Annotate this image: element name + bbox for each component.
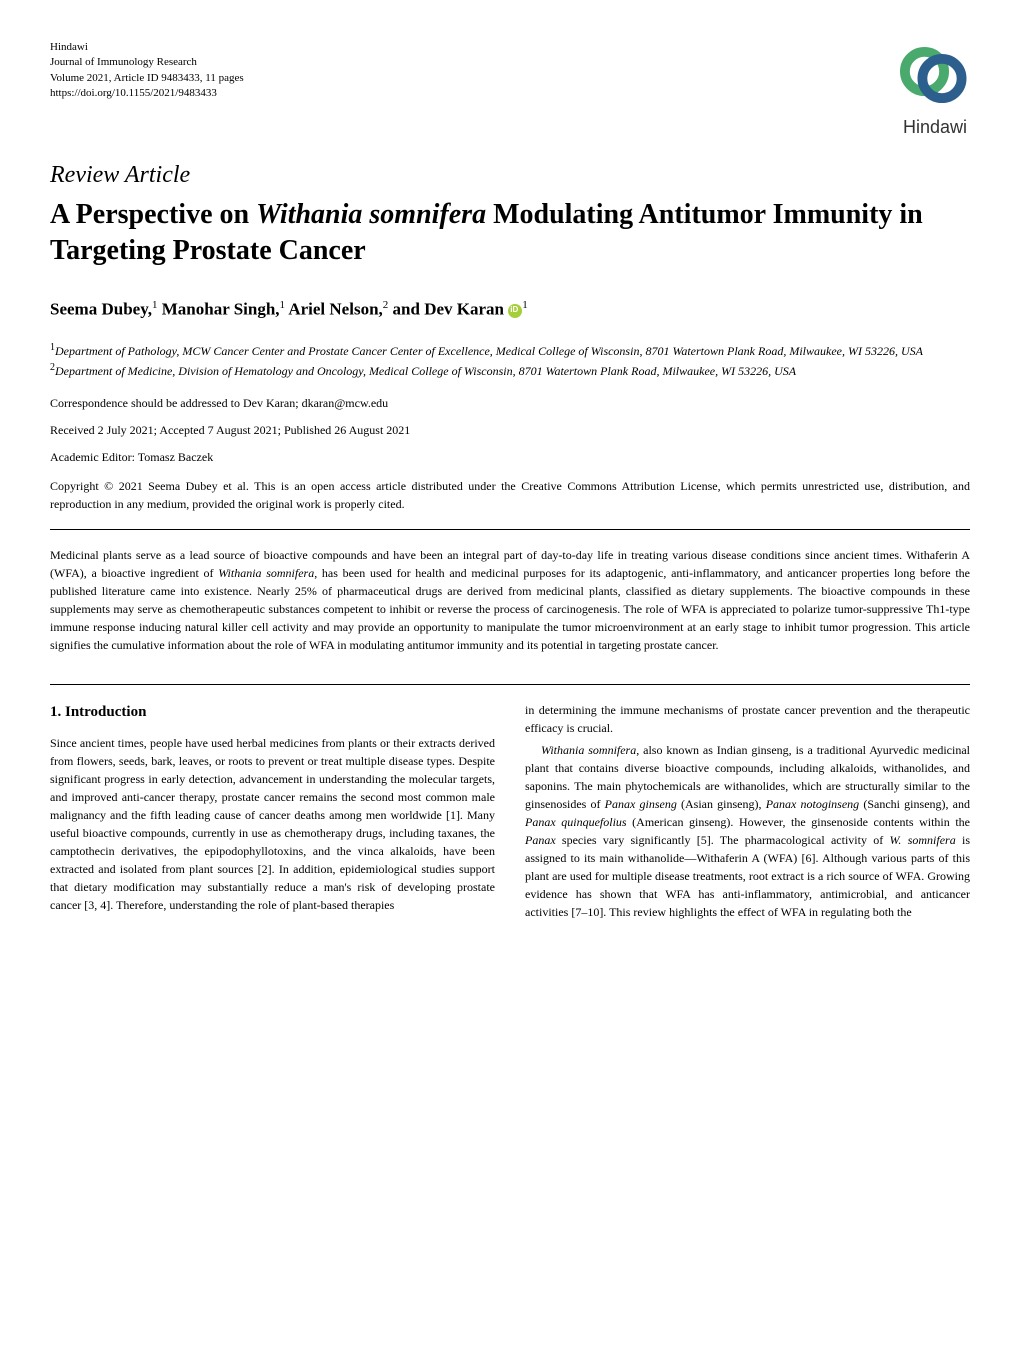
- para2-italic4: Panax quinquefolius: [525, 815, 627, 829]
- aff-1-text: Department of Pathology, MCW Cancer Cent…: [55, 344, 923, 358]
- para2-part2: (Asian ginseng),: [677, 797, 766, 811]
- author-2-sup: 1: [280, 299, 286, 311]
- copyright-notice: Copyright © 2021 Seema Dubey et al. This…: [50, 477, 970, 513]
- hindawi-logo-text: Hindawi: [900, 117, 970, 138]
- correspondence: Correspondence should be addressed to De…: [50, 396, 970, 411]
- title-italic: Withania somnifera: [256, 199, 486, 230]
- para2-italic1: Withania somnifera: [541, 743, 636, 757]
- volume-info: Volume 2021, Article ID 9483433, 11 page…: [50, 71, 970, 86]
- author-2: Manohar Singh,: [162, 300, 280, 319]
- para2-part5: species vary significantly [5]. The phar…: [556, 833, 890, 847]
- divider-bottom: [50, 684, 970, 685]
- author-1-sup: 1: [152, 299, 158, 311]
- academic-editor: Academic Editor: Tomasz Baczek: [50, 450, 970, 465]
- intro-para-2: Withania somnifera, also known as Indian…: [525, 741, 970, 921]
- abstract: Medicinal plants serve as a lead source …: [50, 546, 970, 654]
- publisher-name: Hindawi: [50, 40, 970, 55]
- intro-para-1: Since ancient times, people have used he…: [50, 734, 495, 914]
- hindawi-logo-icon: [900, 40, 970, 110]
- affiliation-1: 1Department of Pathology, MCW Cancer Cen…: [50, 340, 970, 360]
- para2-part3: (Sanchi ginseng), and: [859, 797, 970, 811]
- abstract-italic1: Withania somnifera: [218, 566, 314, 580]
- para2-italic6: W. somnifera: [890, 833, 956, 847]
- para2-italic5: Panax: [525, 833, 556, 847]
- divider-top: [50, 529, 970, 530]
- publisher-logo: Hindawi: [900, 40, 970, 138]
- intro-para-1-cont: in determining the immune mechanisms of …: [525, 701, 970, 737]
- title-prefix: A Perspective on: [50, 199, 256, 230]
- journal-header: Hindawi Journal of Immunology Research V…: [50, 40, 970, 102]
- section-heading: 1. Introduction: [50, 701, 495, 724]
- journal-name: Journal of Immunology Research: [50, 55, 970, 70]
- author-3-sup: 2: [383, 299, 389, 311]
- para2-italic2: Panax ginseng: [605, 797, 677, 811]
- aff-2-text: Department of Medicine, Division of Hema…: [55, 364, 796, 378]
- article-type: Review Article: [50, 162, 970, 189]
- author-3: Ariel Nelson,: [288, 300, 382, 319]
- article-title: A Perspective on Withania somnifera Modu…: [50, 197, 970, 270]
- affiliation-2: 2Department of Medicine, Division of Hem…: [50, 360, 970, 380]
- orcid-icon: [508, 304, 522, 318]
- author-1: Seema Dubey,: [50, 300, 152, 319]
- left-column: 1. Introduction Since ancient times, peo…: [50, 701, 495, 921]
- author-4: and Dev Karan: [393, 300, 504, 319]
- affiliations: 1Department of Pathology, MCW Cancer Cen…: [50, 340, 970, 380]
- right-column: in determining the immune mechanisms of …: [525, 701, 970, 921]
- authors-list: Seema Dubey,1 Manohar Singh,1 Ariel Nels…: [50, 299, 970, 320]
- content-columns: 1. Introduction Since ancient times, peo…: [50, 701, 970, 921]
- doi-link: https://doi.org/10.1155/2021/9483433: [50, 86, 970, 101]
- publication-dates: Received 2 July 2021; Accepted 7 August …: [50, 423, 970, 438]
- para2-part4: (American ginseng). However, the ginseno…: [627, 815, 970, 829]
- author-4-sup: 1: [522, 299, 528, 311]
- para2-italic3: Panax notoginseng: [766, 797, 860, 811]
